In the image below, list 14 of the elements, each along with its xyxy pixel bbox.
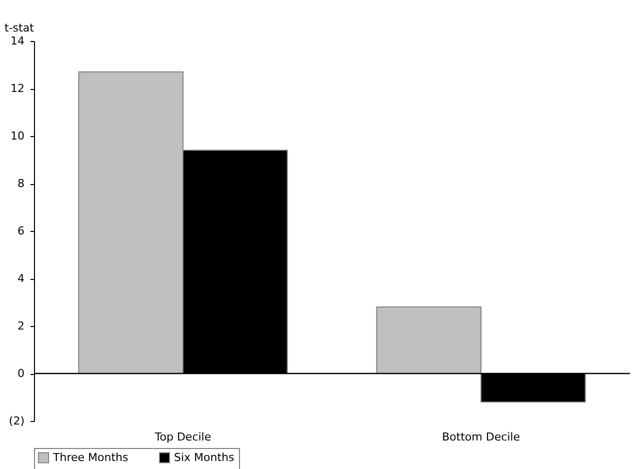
y-tick-label: 4	[18, 272, 24, 285]
y-tick-label: 12	[10, 82, 24, 95]
y-tick-label: 0	[18, 367, 24, 380]
y-axis-title: t-stat	[4, 22, 35, 34]
y-tick-label: 2	[18, 320, 24, 332]
y-tick-label: 8	[18, 177, 24, 190]
y-tick-label: 10	[10, 130, 24, 142]
x-tick-label: Top Decile	[154, 430, 212, 444]
legend-label: Six Months	[174, 450, 235, 464]
x-tick-label: Bottom Decile	[442, 430, 520, 444]
y-tick-label: (2)	[8, 414, 24, 428]
legend-label: Three Months	[52, 450, 128, 464]
y-tick-label: 14	[10, 34, 24, 48]
y-tick-label: 6	[18, 224, 24, 238]
